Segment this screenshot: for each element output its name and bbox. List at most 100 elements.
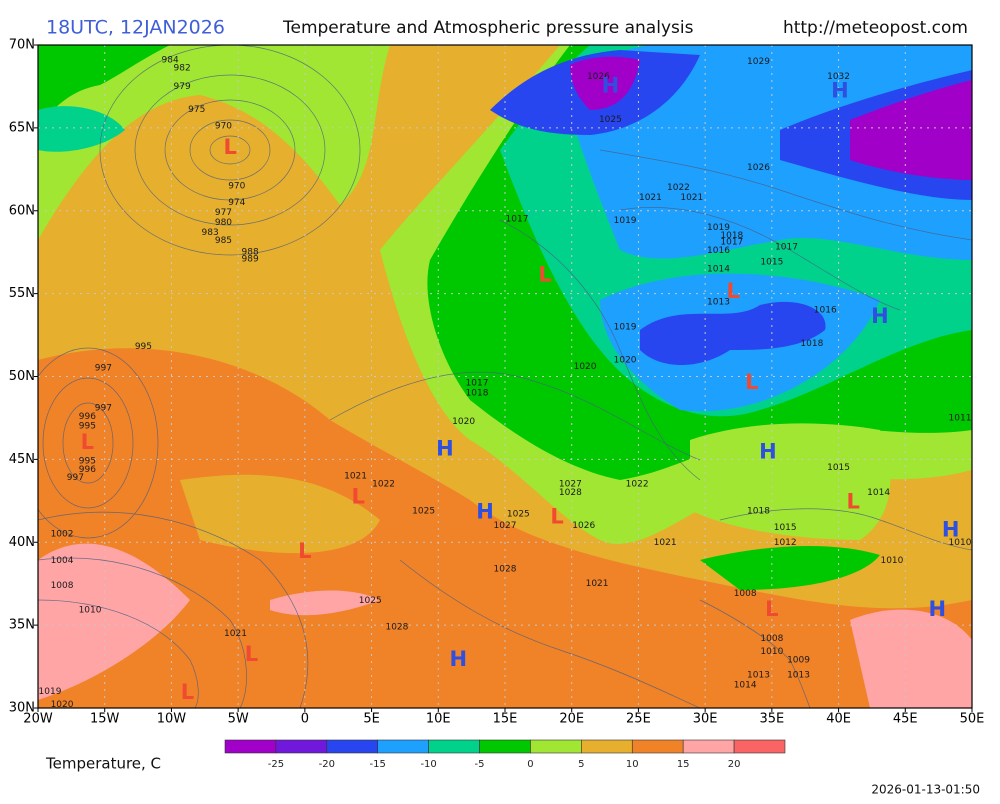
colorbar-segment [631,739,684,754]
isobar-label: 988 [242,248,259,258]
lon-tick-label: 15E [493,712,518,727]
isobar-label: 1018 [466,389,489,399]
isobar-label: 1014 [734,680,757,690]
colorbar-segment [224,739,277,754]
lon-tick-label: 30E [693,712,718,727]
isobar-label: 970 [228,181,245,191]
isobar-label: 1019 [39,687,62,697]
lon-tick-label: 25E [626,712,651,727]
lat-tick-label: 45N [9,452,35,467]
isobar-label: 1026 [587,72,610,82]
isobar-label: 996 [79,465,96,475]
isobar-label: 1002 [51,529,74,539]
map-frame [37,44,973,709]
isobar-label: 1025 [412,506,435,516]
lon-tick-label: 45E [893,712,918,727]
colorbar-tick-label: 0 [527,759,533,770]
isobar-label: 1020 [452,417,475,427]
isobar-label: 1025 [507,510,530,520]
isobar-label: 1017 [506,215,529,225]
isobar-label: 977 [215,208,232,218]
isobar-label: 974 [228,198,245,208]
isobar-label: 1017 [466,379,489,389]
isobar-label: 1009 [787,655,810,665]
isobar-label: 1010 [880,556,903,566]
isobar-label: 1010 [949,538,972,548]
isobar-label: 1020 [574,362,597,372]
colorbar-title: Temperature, C [45,755,161,773]
isobar-label: 1013 [747,670,770,680]
isobar-label: 989 [242,254,259,264]
colorbar-tick-label: -15 [370,759,386,770]
isobar-label: 1020 [614,355,637,365]
colorbar-tick-label: -5 [475,759,485,770]
isobar-label: 985 [215,236,232,246]
pressure-center: H [929,597,947,621]
isobar-label: 1022 [626,480,649,490]
isobar-label: 1025 [599,115,622,125]
colorbar-segment [581,739,633,754]
isobar-label: 1028 [559,488,582,498]
colorbar-segment [682,739,735,754]
isobar-label: 970 [215,122,232,132]
isobar-label: 1027 [494,521,517,531]
lat-tick-label: 70N [9,38,35,53]
colorbar-segment [428,739,480,754]
isobar-label: 1015 [827,463,850,473]
lon-tick-label: 10W [157,712,187,727]
isobar-label: 1022 [667,183,690,193]
colorbar-segment [479,739,531,754]
isobar-label: 1015 [760,258,783,268]
colorbar: -25 -20 -15 -10 -5 0 5 10 15 20 [224,739,786,770]
isobar-label: 995 [79,422,96,432]
pressure-center: H [871,304,889,328]
isobar-label: 1008 [760,634,783,644]
isobar-label: 1013 [787,670,810,680]
colorbar-segment [530,739,582,754]
pressure-center: H [436,436,454,460]
lat-tick-label: 50N [9,369,35,384]
pressure-center: L [298,539,311,563]
isobar-label: 1018 [747,506,770,516]
isobar-label: 997 [95,364,112,374]
lat-tick-label: 35N [9,618,35,633]
colorbar-segment [733,739,786,754]
lon-tick-label: 35E [759,712,784,727]
lat-tick-label: 65N [9,120,35,135]
lon-tick-label: 5W [228,712,249,727]
isobar-label: 980 [215,218,232,228]
colorbar-tick-label: 10 [626,759,639,770]
isobar-label: 1012 [774,538,797,548]
isobar-label: 1021 [639,193,662,203]
isobar-label: 1013 [707,297,730,307]
lon-tick-label: 5E [363,712,380,727]
isobar-label: 1028 [385,622,408,632]
isobar-label: 1021 [654,538,677,548]
colorbar-tick-label: -20 [319,759,335,770]
lat-tick-label: 30N [9,701,35,716]
lon-tick-label: 50E [960,712,985,727]
isobar-label: 984 [162,55,179,65]
isobar-label: 1021 [680,193,703,203]
pressure-center: L [181,680,194,704]
isobar-label: 1017 [720,238,743,248]
lon-tick-label: 0 [301,712,309,727]
isobar-label: 1027 [559,480,582,490]
pressure-center: H [602,73,620,97]
isobar-label: 995 [135,342,152,352]
isobar-label: 1016 [707,246,730,256]
pressure-center: L [538,262,551,286]
isobar-label: 1010 [79,606,102,616]
colorbar-tick-label: -25 [268,759,284,770]
isobar-label: 1008 [734,589,757,599]
lat-tick-label: 55N [9,286,35,301]
isobar-label: 1020 [51,700,74,710]
isobar-label: 995 [79,457,96,467]
isobar-label: 1028 [494,564,517,574]
isobar-label: 1008 [51,581,74,591]
colorbar-tick-label: 20 [728,759,741,770]
pressure-center: L [765,597,778,621]
pressure-center: L [550,504,563,528]
isobar-label: 975 [188,105,205,115]
